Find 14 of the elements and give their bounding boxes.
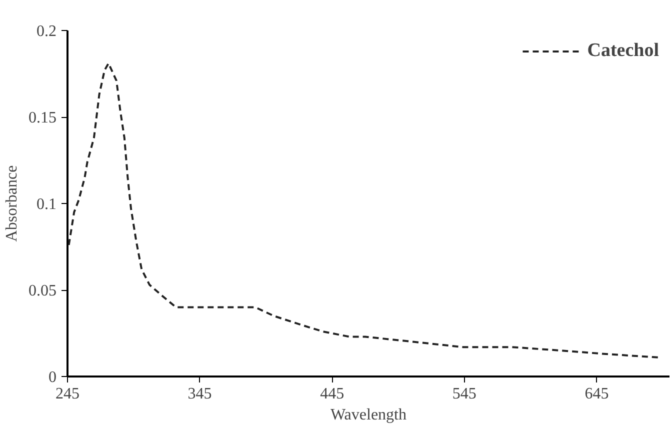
y-tick-label: 0.1 [36,196,56,213]
line-series [68,62,660,358]
y-tick-label: 0.15 [28,110,56,126]
y-tick-label: 0.05 [28,282,56,300]
x-tick-label: 245 [56,386,80,402]
y-tick-label: 0 [48,369,56,386]
y-axis-title: Absorbance [4,165,20,242]
x-tick-label: 645 [584,386,609,402]
x-tick-label: 545 [452,386,476,402]
x-tick-label: 345 [188,386,212,402]
x-axis-title: Wavelength [330,406,407,424]
legend-label: Catechol [587,40,659,62]
y-tick-label: 0.2 [36,23,56,40]
x-tick-label: 445 [320,386,344,402]
